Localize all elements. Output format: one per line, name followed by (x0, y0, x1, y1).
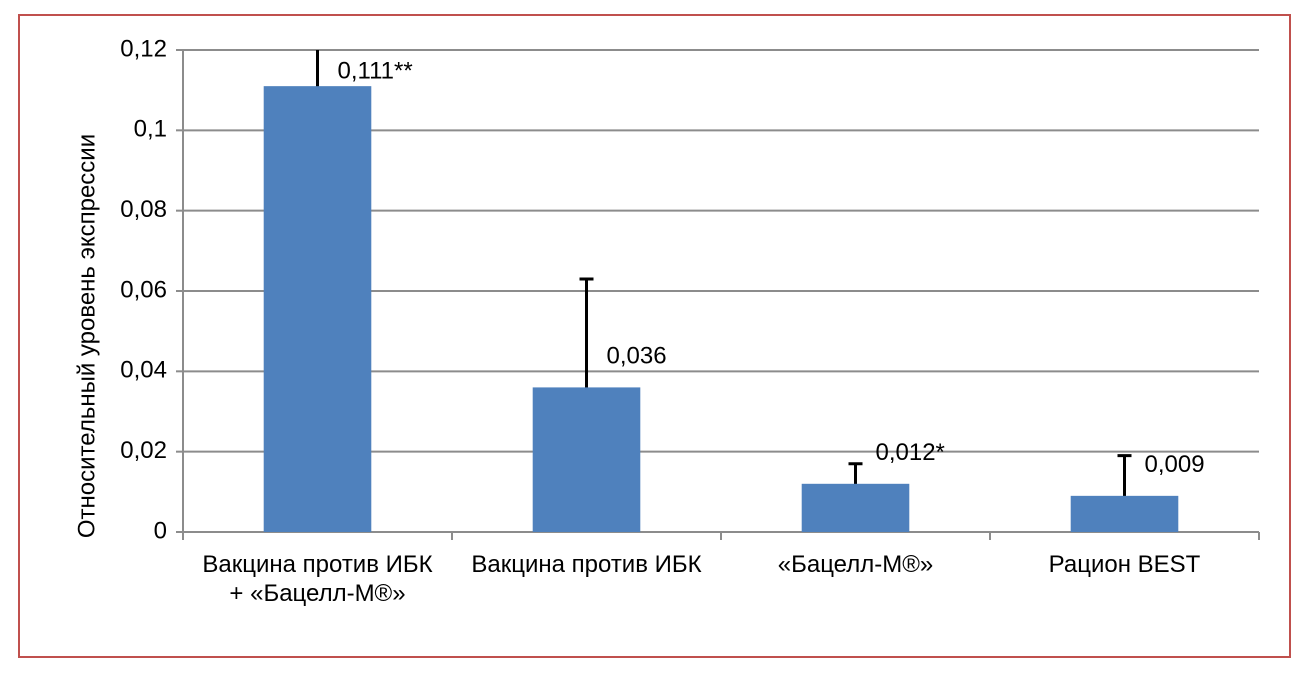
value-label: 0,036 (607, 343, 667, 370)
y-tick-label: 0,1 (134, 116, 167, 143)
bar (1070, 495, 1179, 532)
bar (263, 86, 372, 533)
y-tick-label: 0,02 (120, 437, 167, 464)
y-tick-label: 0,12 (120, 35, 167, 62)
error-layer (310, 50, 1132, 532)
x-tick-label: «Бацелл-М®» (777, 551, 934, 578)
y-tick-label: 0,06 (120, 276, 167, 303)
x-tick-label: Вакцина против ИБК + «Бацелл-М®» (202, 551, 433, 607)
x-tick-label: Рацион BEST (1048, 551, 1201, 578)
x-tick-label: Вакцина против ИБК (471, 551, 702, 578)
bar (532, 387, 641, 532)
y-tick-label: 0,04 (120, 357, 167, 384)
y-axis-title: Относительный уровень экспрессии (73, 134, 100, 538)
y-tick-label: 0 (154, 517, 167, 544)
frame (18, 14, 1291, 658)
bar (801, 483, 910, 532)
value-label: 0,111** (338, 57, 413, 84)
y-tick-label: 0,08 (120, 196, 167, 223)
value-label: 0,009 (1145, 451, 1205, 478)
value-label: 0,012* (876, 439, 945, 466)
